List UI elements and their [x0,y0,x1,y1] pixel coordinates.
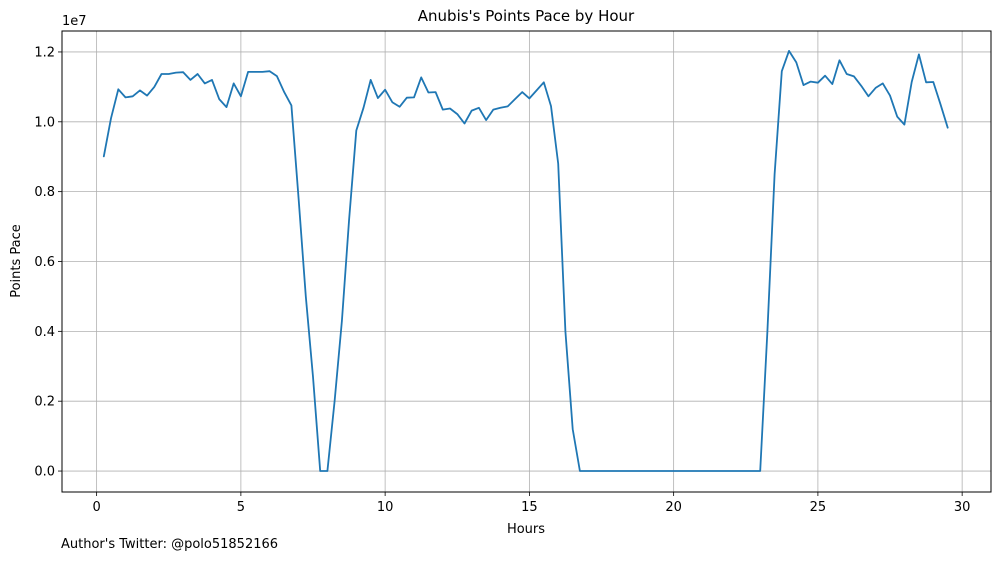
y-tick-label: 1.0 [34,115,55,130]
series-line [102,50,949,472]
y-tick-label: 0.0 [34,465,55,480]
y-axis-offset-label: 1e7 [62,14,87,29]
x-tick-label: 20 [665,500,682,515]
x-tick-label: 10 [377,500,394,515]
x-tick-label: 15 [521,500,538,515]
series-layer [102,50,949,472]
chart-title: Anubis's Points Pace by Hour [418,7,635,25]
grid [62,31,991,492]
axis-ticks: 0 5 10 15 20 25 30 0.0 0.2 0.4 0.6 0.8 1.0 1.2 [34,45,970,515]
x-tick-label: 30 [954,500,971,515]
y-tick-label: 0.2 [34,395,55,410]
x-tick-label: 5 [237,500,245,515]
y-tick-label: 0.4 [34,325,55,340]
x-tick-label: 25 [810,500,827,515]
y-tick-label: 0.6 [34,255,55,270]
author-twitter-note: Author's Twitter: @polo51852166 [61,537,279,552]
x-tick-label: 0 [92,500,100,515]
x-axis-label: Hours [507,522,545,537]
y-axis-label: Points Pace [9,224,24,298]
y-tick-label: 1.2 [34,45,55,60]
y-tick-label: 0.8 [34,185,55,200]
